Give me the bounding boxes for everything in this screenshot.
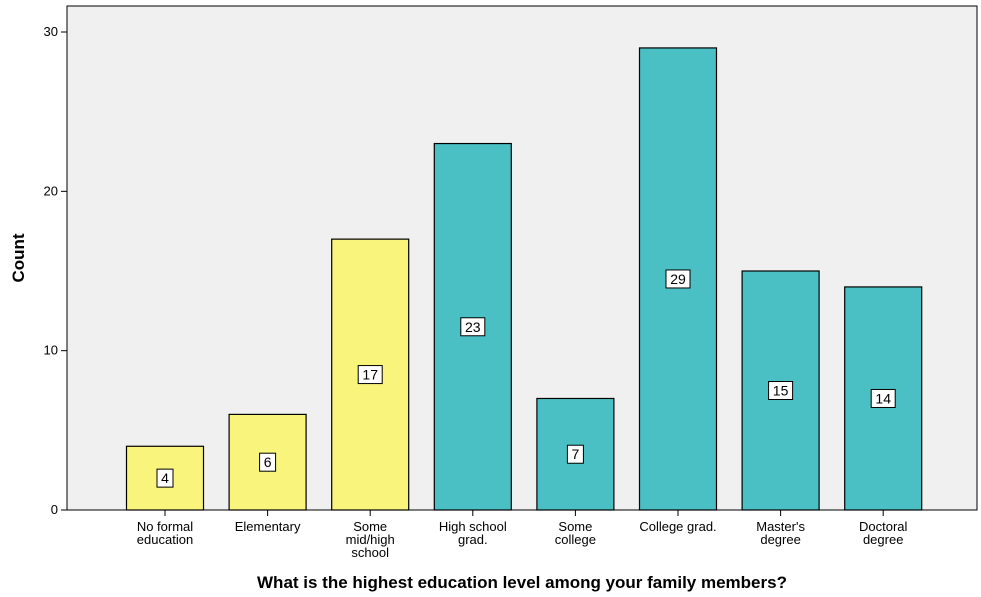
x-tick-label: college [555, 532, 596, 547]
y-tick-label: 20 [44, 183, 58, 198]
data-label: 14 [875, 390, 891, 406]
data-label: 7 [572, 446, 580, 462]
y-tick-label: 30 [44, 24, 58, 39]
x-tick-label: grad. [458, 532, 488, 547]
data-label: 15 [773, 383, 789, 399]
data-label-box [156, 468, 174, 488]
data-label-box [870, 388, 896, 408]
x-axis-label: What is the highest education level amon… [257, 573, 787, 592]
x-tick-label: Master's [756, 519, 805, 534]
y-axis-label: Count [9, 233, 28, 282]
data-label-box [259, 452, 277, 472]
x-tick-label: Doctoral [859, 519, 908, 534]
x-tick-label: degree [760, 532, 800, 547]
x-tick-label: Some [353, 519, 387, 534]
y-tick-label: 0 [51, 502, 58, 517]
data-label-box [460, 317, 486, 337]
x-tick-label: education [137, 532, 193, 547]
bars: 4 6 17 23 7 29 15 14 [125, 47, 923, 511]
plot-area [66, 5, 978, 511]
data-label-box [665, 269, 691, 289]
data-label: 17 [362, 367, 378, 383]
data-label-box [357, 365, 383, 385]
data-label-box [768, 381, 794, 400]
data-label: 4 [161, 470, 169, 486]
x-tick-label: No formal [137, 519, 193, 534]
x-tick-label: mid/high [346, 532, 395, 547]
data-label-box [566, 444, 584, 464]
x-tick-label: High school [439, 519, 507, 534]
x-tick-label: degree [863, 532, 903, 547]
y-axis: 0 10 20 30 [44, 24, 67, 517]
x-tick-label: school [351, 545, 389, 560]
y-tick-label: 10 [44, 343, 58, 358]
x-tick-label: College grad. [639, 519, 716, 534]
x-tick-label: Elementary [235, 519, 301, 534]
data-label: 29 [670, 271, 686, 287]
x-tick-label: Some [558, 519, 592, 534]
data-label: 6 [264, 454, 272, 470]
data-label: 23 [465, 319, 481, 335]
